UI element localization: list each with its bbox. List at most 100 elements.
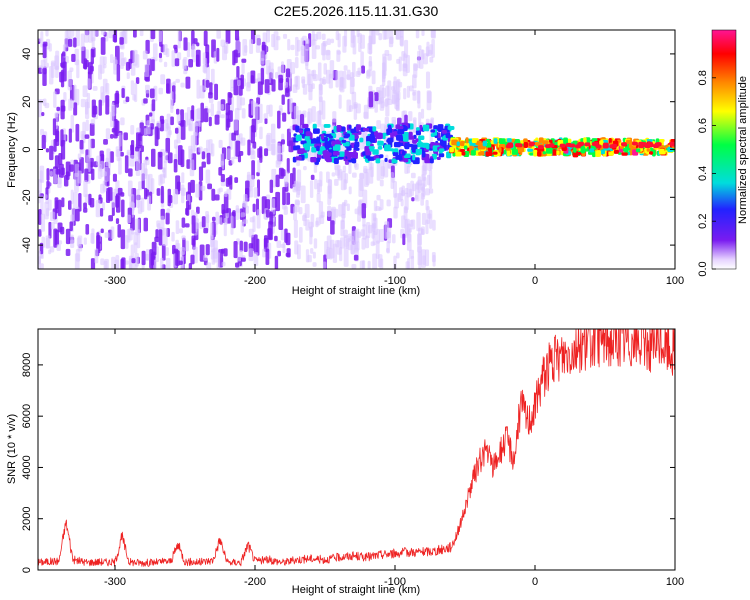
spectrogram-cell bbox=[180, 149, 185, 168]
spectrogram-cell bbox=[283, 181, 288, 188]
spectrogram-cell bbox=[326, 38, 331, 46]
spectrogram-cell bbox=[89, 197, 95, 208]
spectrogram-cell bbox=[161, 244, 166, 261]
spectrogram-cell bbox=[369, 166, 374, 184]
spectrogram-cell bbox=[133, 30, 137, 38]
spectrogram-cell bbox=[403, 153, 411, 159]
spectrogram-cell bbox=[234, 177, 239, 184]
spectrogram-cell bbox=[312, 73, 318, 82]
spectrogram-cell bbox=[55, 65, 59, 78]
spectrogram-cell bbox=[42, 68, 47, 86]
spectrogram-cell bbox=[385, 85, 390, 97]
spectrogram-cell bbox=[108, 30, 113, 39]
spectrogram-cell bbox=[104, 258, 109, 269]
spectrogram-cell bbox=[224, 191, 228, 197]
spectrogram-cell bbox=[214, 194, 220, 201]
spectrogram-cell bbox=[210, 222, 214, 240]
spectrogram-cell bbox=[368, 146, 375, 150]
snr-y-label: SNR (10 * v/v) bbox=[6, 414, 18, 484]
spectrogram-cell bbox=[46, 207, 50, 217]
spectrogram-cell bbox=[400, 199, 404, 207]
spectrogram-cell bbox=[323, 123, 331, 128]
spectrogram-cell bbox=[145, 159, 150, 166]
spectrogram-cell bbox=[415, 30, 420, 39]
spectrogram-cell bbox=[350, 244, 355, 255]
spectrogram-cell bbox=[83, 180, 88, 198]
spectrogram-cell bbox=[649, 151, 654, 155]
spectrogram-cell bbox=[289, 173, 294, 189]
spectrogram-cell bbox=[546, 147, 553, 154]
spectrogram-cell bbox=[320, 133, 325, 140]
spectrogram-y-tick-label: 0 bbox=[21, 146, 33, 152]
spectrogram-cell bbox=[583, 137, 587, 144]
spectrogram-cell bbox=[247, 72, 251, 88]
spectrogram-cell bbox=[110, 54, 114, 64]
spectrogram-cell bbox=[409, 85, 414, 92]
spectrogram-cell bbox=[398, 155, 402, 161]
spectrogram-cell bbox=[379, 229, 385, 242]
spectrogram-cell bbox=[61, 197, 65, 208]
spectrogram-cell bbox=[391, 158, 398, 164]
spectrogram-cell bbox=[130, 144, 134, 159]
spectrogram-cell bbox=[303, 166, 307, 171]
spectrogram-cell bbox=[304, 39, 310, 51]
spectrogram-cell bbox=[325, 157, 332, 163]
spectrogram-cell bbox=[236, 94, 242, 111]
spectrogram-cell bbox=[162, 227, 168, 247]
spectrogram-cell bbox=[196, 42, 200, 47]
spectrogram-cell bbox=[188, 262, 193, 269]
spectrogram-cell bbox=[136, 127, 141, 133]
spectrogram-cell bbox=[166, 208, 171, 214]
spectrogram-cell bbox=[418, 45, 422, 51]
spectrogram-cell bbox=[408, 111, 413, 122]
spectrogram-cell bbox=[390, 86, 395, 91]
spectrogram-cell bbox=[220, 114, 225, 119]
spectrogram-cell bbox=[370, 241, 375, 247]
spectrogram-cell bbox=[258, 103, 263, 123]
spectrogram-cell bbox=[48, 43, 52, 52]
spectrogram-cell bbox=[405, 54, 410, 73]
spectrogram-cell bbox=[321, 78, 327, 85]
spectrogram-cell bbox=[118, 132, 122, 147]
spectrogram-cell bbox=[70, 114, 75, 133]
spectrogram-cell bbox=[190, 179, 195, 193]
spectrogram-cell bbox=[57, 199, 62, 217]
spectrogram-cell bbox=[294, 56, 299, 69]
spectrogram-cell bbox=[314, 179, 318, 190]
spectrogram-cell bbox=[135, 146, 140, 152]
spectrogram-cell bbox=[99, 207, 104, 217]
spectrogram-cell bbox=[236, 256, 242, 262]
spectrogram-cell bbox=[243, 219, 248, 224]
spectrogram-cell bbox=[196, 79, 201, 99]
spectrogram-cell bbox=[338, 151, 345, 157]
spectrogram-cell bbox=[236, 133, 240, 142]
spectrogram-cell bbox=[242, 39, 248, 56]
spectrogram-cell bbox=[600, 149, 605, 155]
spectrogram-cell bbox=[49, 145, 54, 161]
spectrogram-peak bbox=[516, 143, 523, 148]
spectrogram-cell bbox=[120, 117, 125, 126]
spectrogram-cell bbox=[263, 113, 269, 120]
spectrogram-cell bbox=[398, 56, 402, 72]
spectrogram-cell bbox=[60, 226, 65, 235]
spectrogram-cell bbox=[45, 237, 50, 249]
spectrogram-cell bbox=[44, 102, 50, 109]
spectrogram-cell bbox=[281, 94, 285, 105]
spectrogram-cell bbox=[415, 130, 422, 136]
spectrogram-cell bbox=[362, 260, 366, 269]
spectrogram-cell bbox=[239, 240, 243, 252]
spectrogram-cell bbox=[271, 34, 275, 48]
spectrogram-cell bbox=[270, 123, 276, 144]
spectrogram-cell bbox=[393, 206, 398, 219]
spectrogram-cell bbox=[222, 45, 228, 61]
spectrogram-cell bbox=[623, 149, 629, 153]
snr-x-tick-label: -200 bbox=[244, 576, 266, 588]
spectrogram-cell bbox=[84, 49, 89, 59]
spectrogram-cell bbox=[105, 95, 110, 115]
spectrogram-cell bbox=[386, 247, 390, 253]
spectrogram-cell bbox=[449, 147, 454, 153]
spectrogram-cell bbox=[374, 92, 379, 102]
spectrogram-cell bbox=[73, 37, 77, 48]
spectrogram-cell bbox=[421, 165, 427, 181]
spectrogram-cell bbox=[40, 128, 45, 136]
